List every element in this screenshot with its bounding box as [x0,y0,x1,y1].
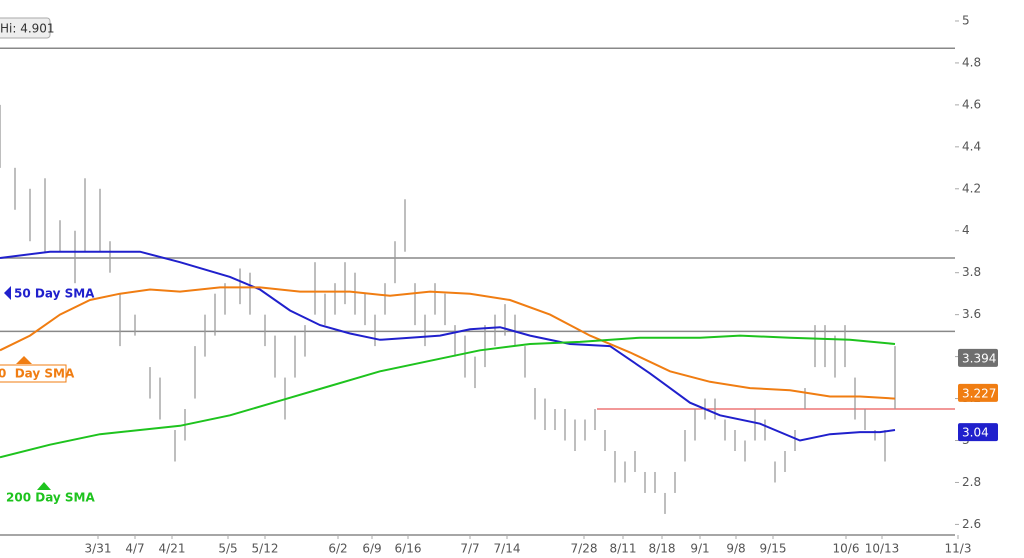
y-tick-label: 2.6 [962,517,981,531]
legend-label: 0 Day SMA [0,367,75,381]
y-tick-label: 5 [962,13,970,27]
sma-line [0,286,896,400]
x-tick-label: 11/3 [945,542,972,556]
x-tick-label: 10/13 [865,542,900,556]
price-label: 3.04 [962,426,989,440]
legend-label: 200 Day SMA [6,491,96,505]
x-tick-label: 7/28 [571,542,598,556]
hi-label: Hi: 4.901 [0,22,55,36]
x-tick-label: 9/15 [760,542,787,556]
price-label-box [958,383,998,402]
y-tick-label: 3.6 [962,307,981,321]
y-tick-label: 4 [962,223,970,237]
legend-label: 50 Day SMA [14,287,95,301]
y-tick-label: 4.4 [962,139,981,153]
price-label-box [958,423,998,442]
x-tick-label: 5/12 [252,542,279,556]
y-tick-label: 2.8 [962,475,981,489]
sma-line [0,334,896,459]
x-tick-label: 8/18 [649,542,676,556]
y-tick-label: 4.2 [962,181,981,195]
y-tick-label: 3.8 [962,265,981,279]
x-tick-label: 7/14 [494,542,521,556]
legend-box [0,364,67,383]
legend-marker [4,286,11,300]
x-tick-label: 10/6 [833,542,860,556]
sma-line [0,250,896,442]
x-tick-label: 6/9 [362,542,381,556]
x-tick-label: 8/11 [610,542,637,556]
price-label: 3.394 [962,351,996,365]
legend-marker [37,482,51,490]
x-tick-label: 6/2 [328,542,347,556]
y-tick-label: 4.8 [962,55,981,69]
x-tick-label: 4/21 [159,542,186,556]
x-tick-label: 7/7 [460,542,479,556]
y-tick-label: 4.6 [962,97,981,111]
price-label: 3.227 [962,386,996,400]
x-tick-label: 9/8 [726,542,745,556]
x-tick-label: 9/1 [690,542,709,556]
price-label-box [958,348,998,367]
hi-box [0,17,51,39]
legend-marker [16,356,32,364]
x-tick-label: 6/16 [395,542,422,556]
x-tick-label: 4/7 [125,542,144,556]
x-tick-label: 5/5 [218,542,237,556]
x-tick-label: 3/31 [85,542,112,556]
